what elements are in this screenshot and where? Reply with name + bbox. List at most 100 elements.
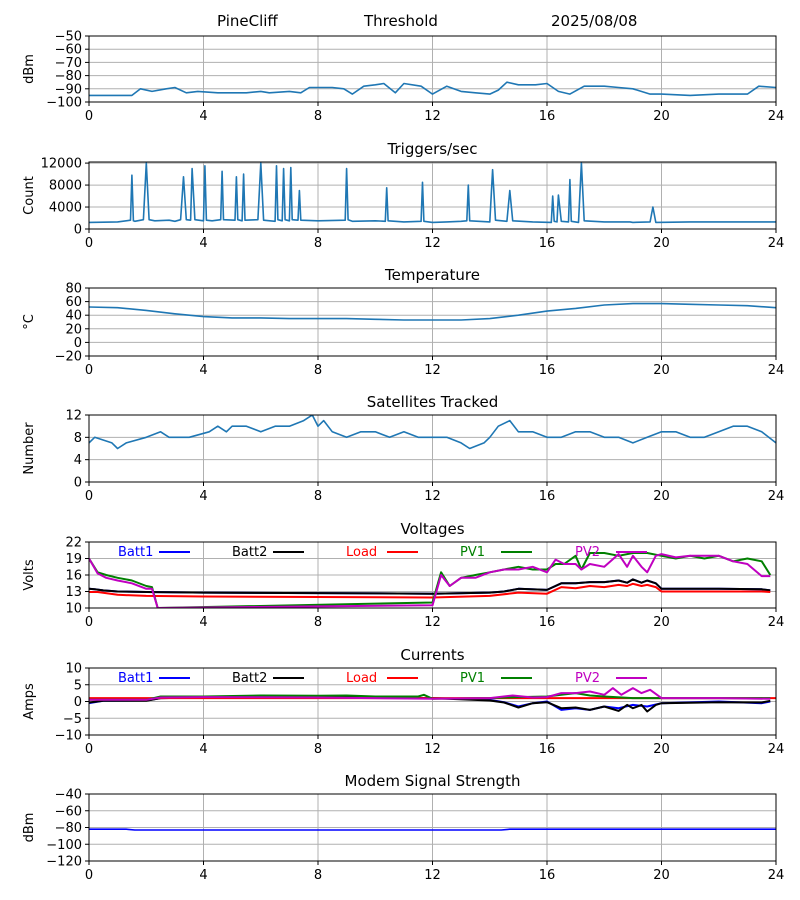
y-axis-label: dBm	[22, 54, 37, 84]
date-label: 2025/08/08	[551, 12, 638, 30]
x-tick-label: 4	[199, 868, 207, 883]
chart-title: Modem Signal Strength	[345, 772, 521, 790]
chart-title: Temperature	[384, 266, 480, 284]
y-tick-label: 12000	[41, 157, 82, 172]
x-tick-label: 4	[199, 489, 207, 504]
series-group	[89, 415, 776, 450]
y-tick-label: 0	[74, 223, 82, 238]
y-tick-label: 13	[65, 585, 82, 600]
y-tick-label: 40	[65, 309, 82, 324]
x-tick-label: 12	[424, 615, 441, 630]
chart-satellites: 0 4 8 12 16 20 24 0 4 8 12 Satellites Tracked Number	[22, 393, 784, 504]
x-tick-label: 20	[653, 236, 670, 251]
legend-label-batt1: Batt1	[118, 545, 153, 560]
y-tick-label: −5	[63, 712, 82, 727]
x-tick-label: 4	[199, 236, 207, 251]
x-tick-label: 12	[424, 489, 441, 504]
x-tick-label: 0	[85, 742, 93, 757]
y-axis-label: Amps	[22, 683, 37, 720]
y-tick-label: 60	[65, 295, 82, 310]
x-tick-label: 12	[424, 236, 441, 251]
x-tick-label: 16	[539, 742, 556, 757]
x-tick-label: 8	[314, 363, 322, 378]
y-axis-label: dBm	[22, 813, 37, 843]
series-line-pv2	[89, 687, 771, 701]
y-axis-label: Count	[22, 176, 37, 215]
y-tick-label: 8	[74, 431, 82, 446]
x-tick-label: 16	[539, 489, 556, 504]
y-tick-label: 4000	[49, 201, 82, 216]
series-line-load	[89, 582, 771, 599]
series-line-rssi	[89, 81, 776, 97]
y-tick-label: −20	[55, 350, 82, 365]
y-tick-label: −50	[55, 30, 82, 45]
mode-label: Threshold	[364, 12, 438, 30]
series-line-satellites	[89, 415, 776, 450]
x-tick-label: 16	[539, 363, 556, 378]
y-tick-label: 20	[65, 322, 82, 337]
chart-rssi: 0 4 8 12 16 20 24 −100−90−80−70−60−50 dBm	[22, 30, 784, 125]
y-tick-label: 8000	[49, 179, 82, 194]
x-tick-label: 4	[199, 109, 207, 124]
x-tick-label: 0	[85, 615, 93, 630]
x-tick-label: 12	[424, 868, 441, 883]
x-tick-label: 20	[653, 615, 670, 630]
x-tick-label: 24	[768, 236, 785, 251]
y-tick-label: 12	[65, 409, 82, 424]
x-tick-label: 20	[653, 742, 670, 757]
legend-label-load: Load	[346, 671, 377, 686]
y-tick-label: 19	[65, 552, 82, 567]
x-tick-label: 20	[653, 109, 670, 124]
series-group	[89, 81, 776, 97]
x-tick-label: 12	[424, 363, 441, 378]
chart-title: Currents	[400, 646, 464, 664]
legend-label-batt1: Batt1	[118, 671, 153, 686]
y-tick-label: −80	[55, 69, 82, 84]
chart-title: Voltages	[400, 520, 464, 538]
series-group	[89, 162, 776, 224]
x-tick-label: 20	[653, 868, 670, 883]
legend-label-batt2: Batt2	[232, 545, 267, 560]
x-tick-label: 16	[539, 615, 556, 630]
x-tick-label: 24	[768, 489, 785, 504]
x-tick-label: 0	[85, 236, 93, 251]
x-tick-label: 0	[85, 868, 93, 883]
series-group	[89, 687, 776, 713]
x-tick-label: 8	[314, 109, 322, 124]
series-line-modem	[89, 828, 776, 831]
y-tick-label: −10	[55, 729, 82, 744]
y-tick-label: −40	[55, 788, 82, 803]
y-tick-label: 0	[74, 695, 82, 710]
x-tick-label: 20	[653, 489, 670, 504]
legend-label-pv2: PV2	[575, 671, 600, 686]
series-group	[89, 302, 776, 321]
chart-triggers: 0 4 8 12 16 20 24 0 4000 8000 12000 Triggers/sec Cou…	[22, 140, 784, 251]
y-tick-label: 0	[74, 336, 82, 351]
legend-label-load: Load	[346, 545, 377, 560]
x-tick-label: 24	[768, 742, 785, 757]
series-line-pv2	[89, 553, 771, 608]
site-name: PineCliff	[217, 12, 278, 30]
x-tick-label: 0	[85, 363, 93, 378]
x-tick-label: 4	[199, 742, 207, 757]
x-tick-label: 16	[539, 236, 556, 251]
legend-label-pv1: PV1	[460, 671, 485, 686]
series-group	[89, 828, 776, 831]
y-tick-label: 80	[65, 282, 82, 297]
series-line-batt2	[89, 578, 771, 595]
x-tick-label: 20	[653, 363, 670, 378]
y-axis-label: °C	[22, 314, 37, 330]
x-tick-label: 4	[199, 363, 207, 378]
y-tick-label: 4	[74, 453, 82, 468]
y-tick-label: 0	[74, 476, 82, 491]
y-tick-label: −120	[46, 855, 82, 870]
x-tick-label: 12	[424, 742, 441, 757]
x-tick-label: 8	[314, 236, 322, 251]
legend-label-pv2: PV2	[575, 545, 600, 560]
chart-title: Satellites Tracked	[367, 393, 498, 411]
y-axis-label: Volts	[22, 559, 37, 591]
x-tick-label: 16	[539, 109, 556, 124]
